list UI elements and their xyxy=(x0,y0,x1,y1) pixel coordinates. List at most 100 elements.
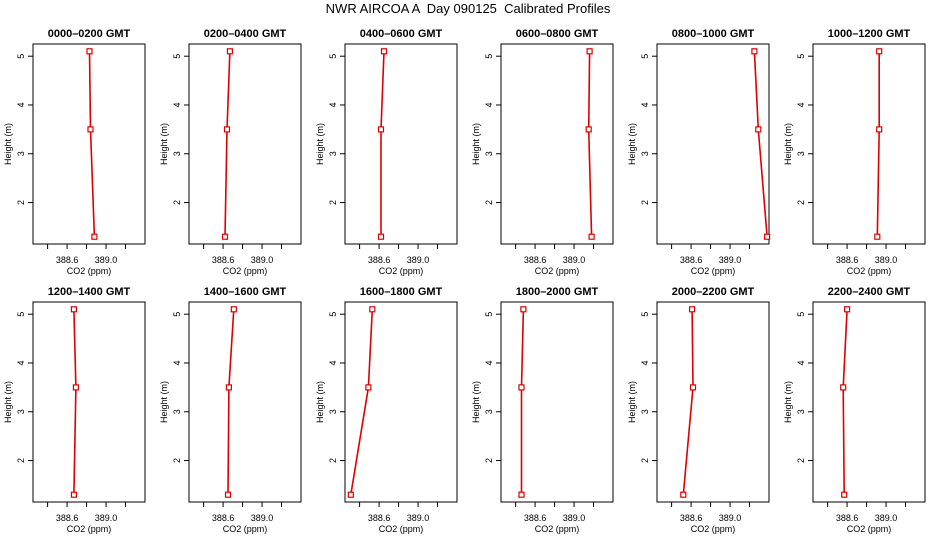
y-tick-label: 3 xyxy=(484,151,494,156)
data-point xyxy=(377,126,385,133)
series-line xyxy=(842,309,848,495)
y-tick-label: 5 xyxy=(484,54,494,59)
y-axis-label: Height (m) xyxy=(159,381,169,423)
y-tick-label: 4 xyxy=(796,360,806,365)
y-axis-label: Height (m) xyxy=(471,381,481,423)
x-tick-label: 388.6 xyxy=(836,255,859,265)
y-axis-label: Height (m) xyxy=(3,381,13,423)
x-tick-label: 388.6 xyxy=(680,513,703,523)
y-tick-label: 5 xyxy=(172,54,182,59)
y-tick-label: 5 xyxy=(16,54,26,59)
x-tick-label: 388.6 xyxy=(524,255,547,265)
data-point xyxy=(380,48,388,55)
y-axis-label: Height (m) xyxy=(627,381,637,423)
y-tick-label: 4 xyxy=(640,360,650,365)
data-point xyxy=(874,233,881,240)
x-axis-label: CO2 (ppm) xyxy=(535,524,580,534)
series-line xyxy=(227,309,235,495)
panel-title: 1000–1200 GMT xyxy=(828,28,911,40)
panel-title: 0800–1000 GMT xyxy=(672,28,755,40)
y-axis-label: Height (m) xyxy=(315,123,325,165)
y-axis-label: Height (m) xyxy=(783,381,793,423)
x-axis-label: CO2 (ppm) xyxy=(691,524,736,534)
plot-frame xyxy=(32,43,146,245)
y-tick-label: 3 xyxy=(172,151,182,156)
y-tick-label: 2 xyxy=(640,200,650,205)
plot-frame xyxy=(188,43,302,245)
plot-frame xyxy=(344,301,458,503)
x-tick-label: 388.6 xyxy=(368,513,391,523)
data-point xyxy=(843,306,851,313)
x-axis-label: CO2 (ppm) xyxy=(379,524,424,534)
series-line xyxy=(350,309,374,495)
series-line xyxy=(682,309,694,495)
y-axis-label: Height (m) xyxy=(783,123,793,165)
y-tick-label: 5 xyxy=(16,312,26,317)
y-tick-label: 5 xyxy=(328,54,338,59)
x-tick-label: 389.0 xyxy=(95,255,118,265)
data-point xyxy=(223,126,231,133)
data-point xyxy=(680,491,687,498)
x-tick-label: 388.6 xyxy=(56,255,79,265)
x-tick-label: 389.0 xyxy=(251,255,274,265)
y-tick-label: 4 xyxy=(16,360,26,365)
plot-frame xyxy=(188,301,302,503)
y-tick-label: 2 xyxy=(328,458,338,463)
data-point xyxy=(840,384,847,391)
x-tick-label: 388.6 xyxy=(524,513,547,523)
panel-title: 1200–1400 GMT xyxy=(48,286,131,298)
x-axis-label: CO2 (ppm) xyxy=(847,266,892,276)
y-tick-label: 3 xyxy=(796,151,806,156)
y-axis-label: Height (m) xyxy=(471,123,481,165)
panel-title: 0000–0200 GMT xyxy=(48,28,131,40)
y-tick-label: 3 xyxy=(16,151,26,156)
x-tick-label: 388.6 xyxy=(212,255,235,265)
y-tick-label: 3 xyxy=(16,409,26,414)
data-point xyxy=(226,48,233,55)
y-tick-label: 5 xyxy=(172,312,182,317)
y-tick-label: 2 xyxy=(484,458,494,463)
y-tick-label: 2 xyxy=(328,200,338,205)
y-axis-label: Height (m) xyxy=(627,123,637,165)
y-tick-label: 4 xyxy=(484,360,494,365)
x-tick-label: 389.0 xyxy=(563,513,586,523)
x-tick-label: 389.0 xyxy=(875,255,898,265)
data-point xyxy=(87,126,94,133)
data-point xyxy=(70,306,78,313)
x-tick-label: 389.0 xyxy=(719,255,742,265)
data-point xyxy=(377,233,385,240)
y-axis-label: Height (m) xyxy=(159,123,169,165)
y-axis-label: Height (m) xyxy=(3,123,13,165)
y-tick-label: 2 xyxy=(796,458,806,463)
plot-frame xyxy=(500,301,614,503)
series-line xyxy=(876,51,881,237)
panel-title: 2200–2400 GMT xyxy=(828,286,911,298)
data-point xyxy=(755,126,762,133)
y-tick-label: 4 xyxy=(640,102,650,107)
data-point xyxy=(689,384,697,391)
data-point xyxy=(86,48,93,55)
data-point xyxy=(588,233,595,240)
x-tick-label: 388.6 xyxy=(680,255,703,265)
data-point xyxy=(70,491,78,498)
data-point xyxy=(347,491,354,498)
data-point xyxy=(876,126,883,133)
y-tick-label: 2 xyxy=(172,200,182,205)
y-tick-label: 5 xyxy=(328,312,338,317)
y-tick-label: 2 xyxy=(16,458,26,463)
plot-frame xyxy=(656,301,770,503)
x-tick-label: 389.0 xyxy=(563,255,586,265)
y-tick-label: 4 xyxy=(172,360,182,365)
y-tick-label: 2 xyxy=(796,200,806,205)
data-point xyxy=(518,384,525,391)
series-line xyxy=(224,51,231,237)
data-point xyxy=(225,384,232,391)
panel-title: 0600–0800 GMT xyxy=(516,28,599,40)
series-line xyxy=(88,51,96,237)
